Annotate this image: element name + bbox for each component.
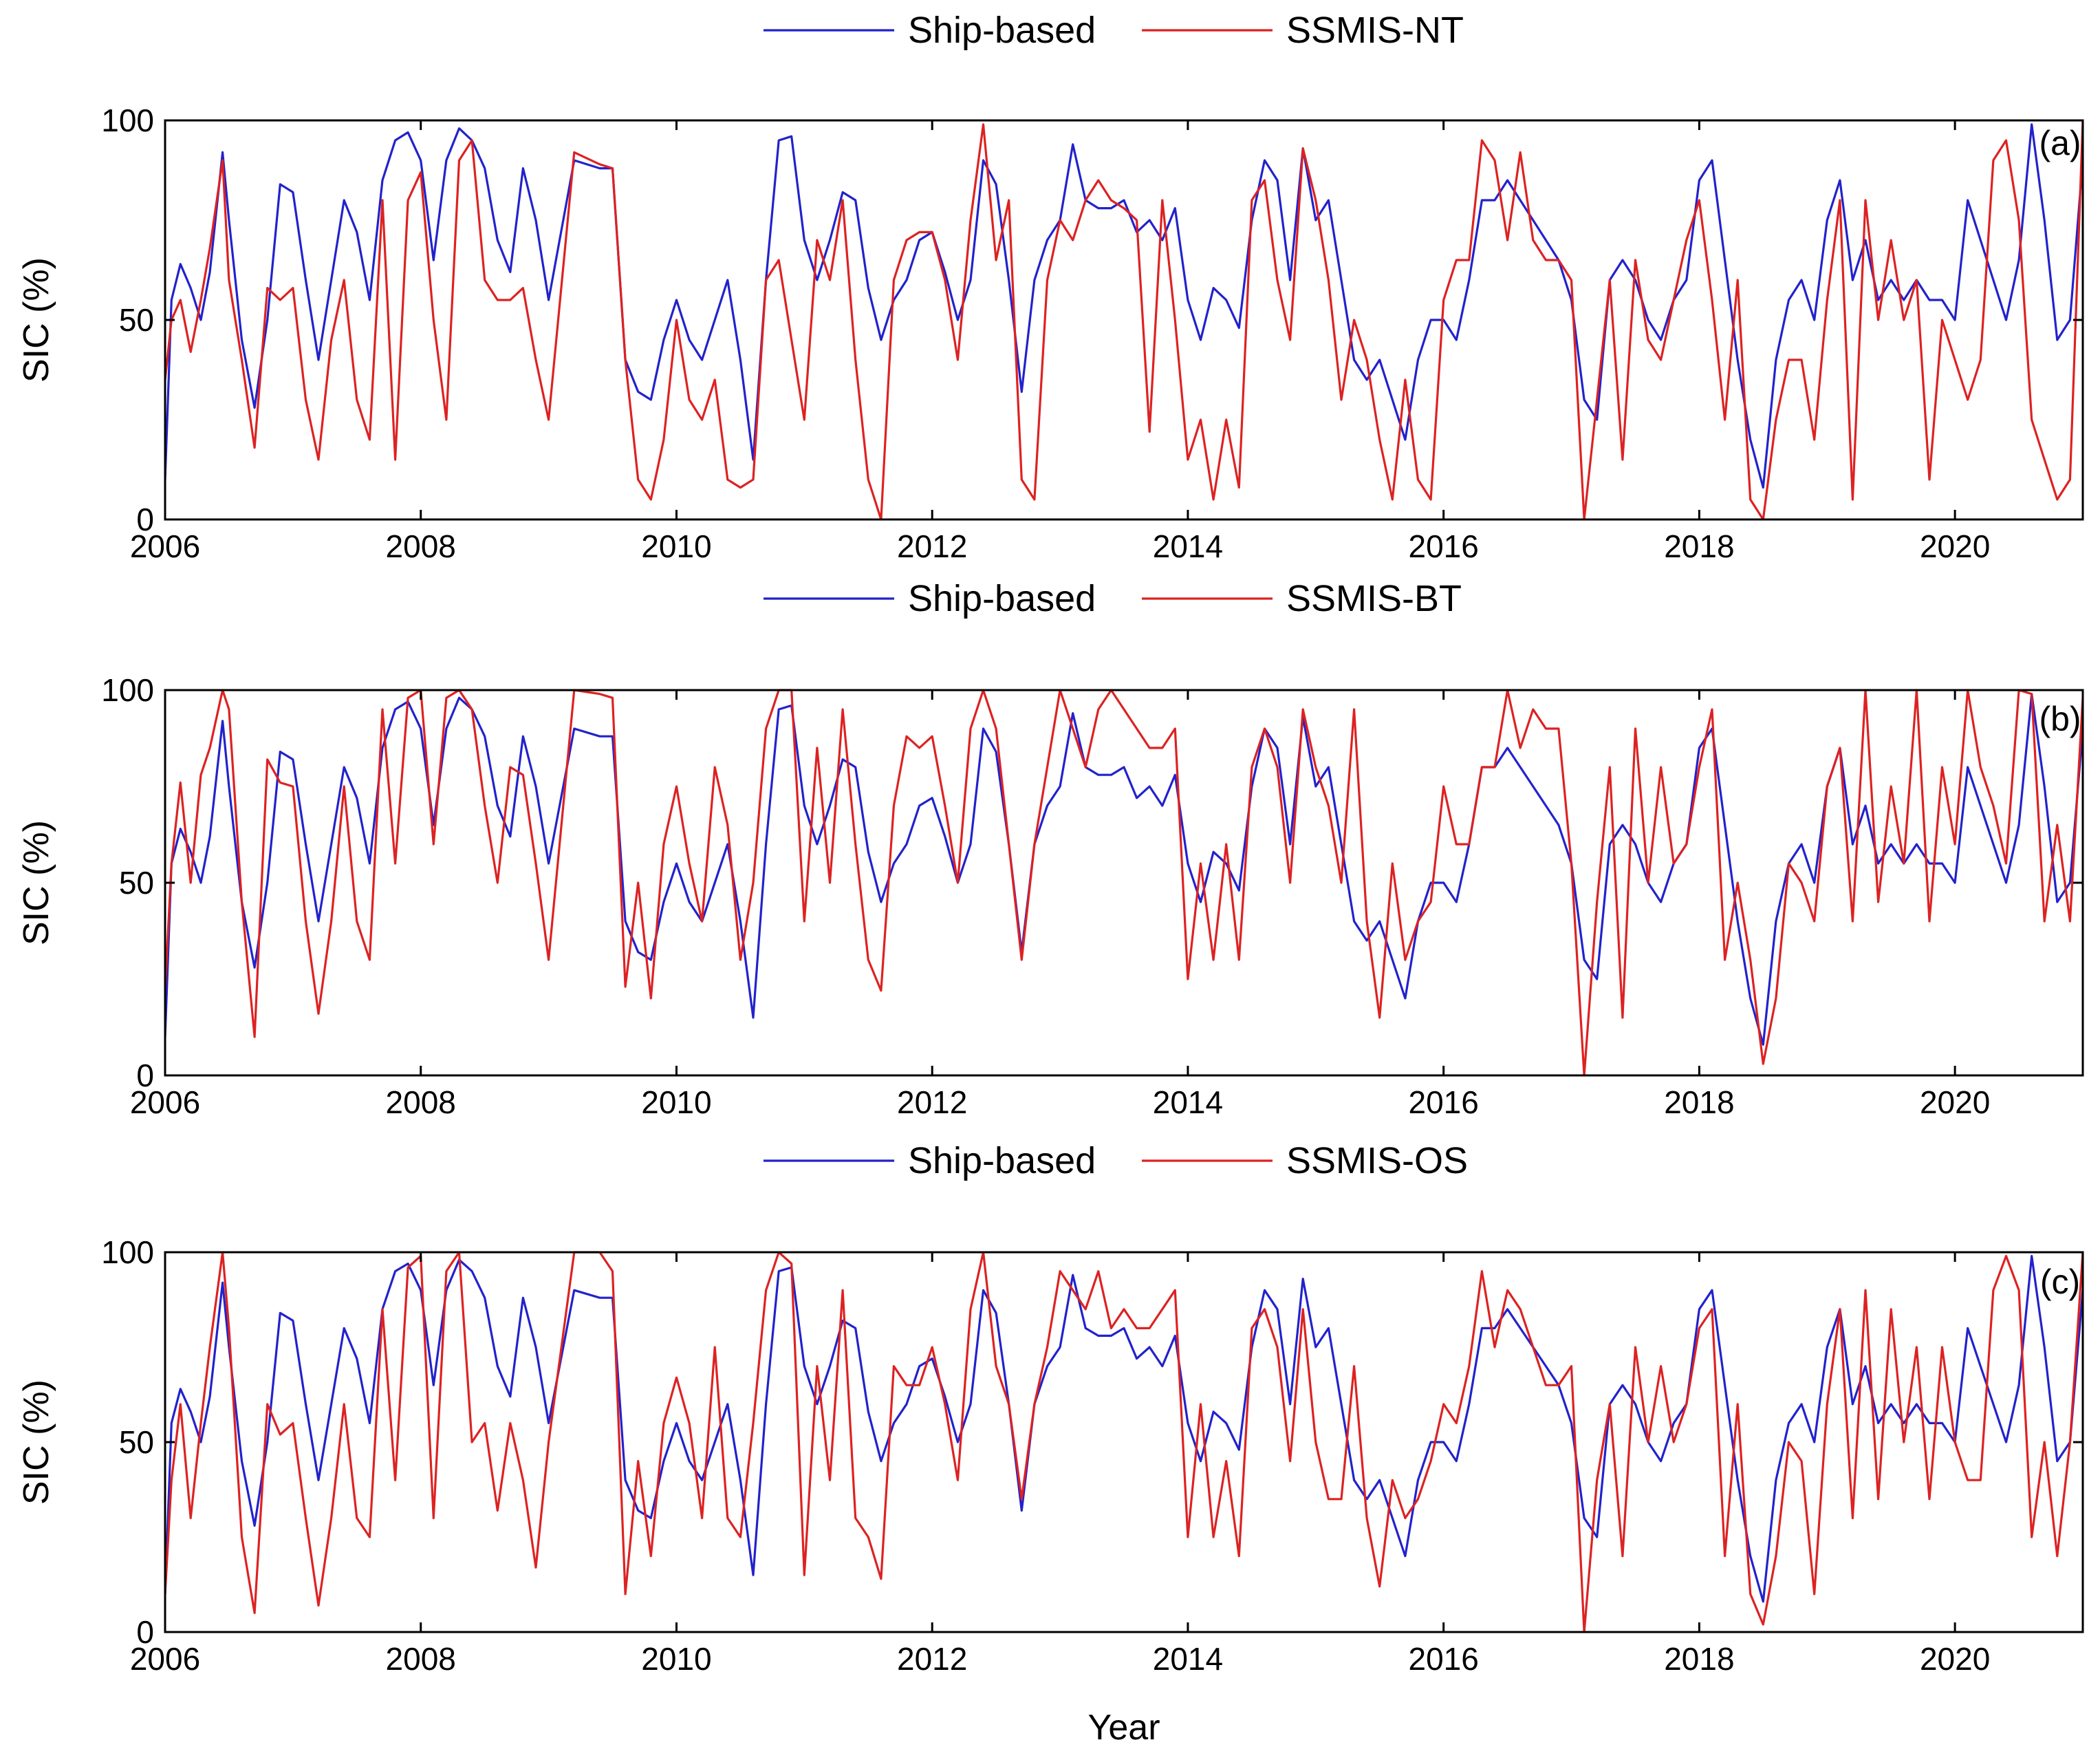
y-axis-title: SIC (%)	[17, 1380, 56, 1505]
y-tick-label: 0	[136, 502, 154, 537]
x-tick-label: 2008	[386, 1084, 456, 1120]
legend-label: SSMIS-OS	[1286, 1140, 1468, 1181]
panels: 2006 2008 2010 2012 2014 2016 2018 2020 0 50 100 SI…	[17, 10, 2084, 1677]
legend-label: Ship-based	[908, 10, 1096, 51]
x-tick-label: 2010	[641, 528, 711, 564]
y-tick-label: 100	[101, 1234, 154, 1270]
legend-label: Ship-based	[908, 578, 1096, 619]
panel-2: 2006 2008 2010 2012 2014 2016 2018 2020 0 50 100 SI…	[17, 578, 2084, 1120]
legend-label: SSMIS-NT	[1286, 10, 1464, 51]
x-tick-label: 2018	[1664, 1641, 1734, 1677]
x-tick-label: 2008	[386, 528, 456, 564]
y-tick-label: 50	[119, 302, 154, 338]
legend: Ship-based SSMIS-BT	[764, 578, 1462, 619]
x-tick-label: 2010	[641, 1084, 711, 1120]
legend-label: Ship-based	[908, 1140, 1096, 1181]
y-axis-title: SIC (%)	[17, 257, 56, 383]
panel-label: (b)	[2039, 700, 2081, 738]
x-tick-label: 2020	[1920, 1084, 1990, 1120]
x-tick-label: 2020	[1920, 528, 1990, 564]
x-tick-label: 2006	[130, 1084, 200, 1120]
legend: Ship-based SSMIS-NT	[764, 10, 1464, 51]
panel-label: (c)	[2040, 1263, 2080, 1301]
legend: Ship-based SSMIS-OS	[764, 1140, 1468, 1181]
x-tick-label: 2014	[1153, 528, 1223, 564]
series-line-ship-based	[165, 692, 2083, 1046]
series-line-ship-based	[165, 123, 2083, 489]
panel-1: 2006 2008 2010 2012 2014 2016 2018 2020 0 50 100 SI…	[17, 10, 2084, 564]
x-tick-label: 2014	[1153, 1641, 1223, 1677]
x-tick-label: 2020	[1920, 1641, 1990, 1677]
panel-3: 2006 2008 2010 2012 2014 2016 2018 2020 0 50 100 SI…	[17, 1140, 2084, 1677]
x-tick-label: 2016	[1408, 1084, 1478, 1120]
y-tick-label: 100	[101, 672, 154, 708]
x-tick-label: 2010	[641, 1641, 711, 1677]
legend-label: SSMIS-BT	[1286, 578, 1462, 619]
x-tick-label: 2014	[1153, 1084, 1223, 1120]
x-tick-label: 2006	[130, 1641, 200, 1677]
x-axis-title: Year	[1087, 1708, 1160, 1748]
x-tick-label: 2012	[897, 528, 967, 564]
x-tick-label: 2012	[897, 1641, 967, 1677]
y-tick-label: 0	[136, 1058, 154, 1093]
y-tick-label: 50	[119, 1424, 154, 1460]
x-tick-label: 2016	[1408, 1641, 1478, 1677]
y-tick-label: 0	[136, 1614, 154, 1650]
y-axis-title: SIC (%)	[17, 820, 56, 945]
y-tick-label: 50	[119, 865, 154, 901]
y-tick-label: 100	[101, 103, 154, 138]
x-tick-label: 2016	[1408, 528, 1478, 564]
x-tick-label: 2012	[897, 1084, 967, 1120]
x-tick-label: 2018	[1664, 1084, 1734, 1120]
x-tick-label: 2006	[130, 528, 200, 564]
x-tick-label: 2008	[386, 1641, 456, 1677]
x-tick-label: 2018	[1664, 528, 1734, 564]
panel-label: (a)	[2039, 124, 2081, 162]
